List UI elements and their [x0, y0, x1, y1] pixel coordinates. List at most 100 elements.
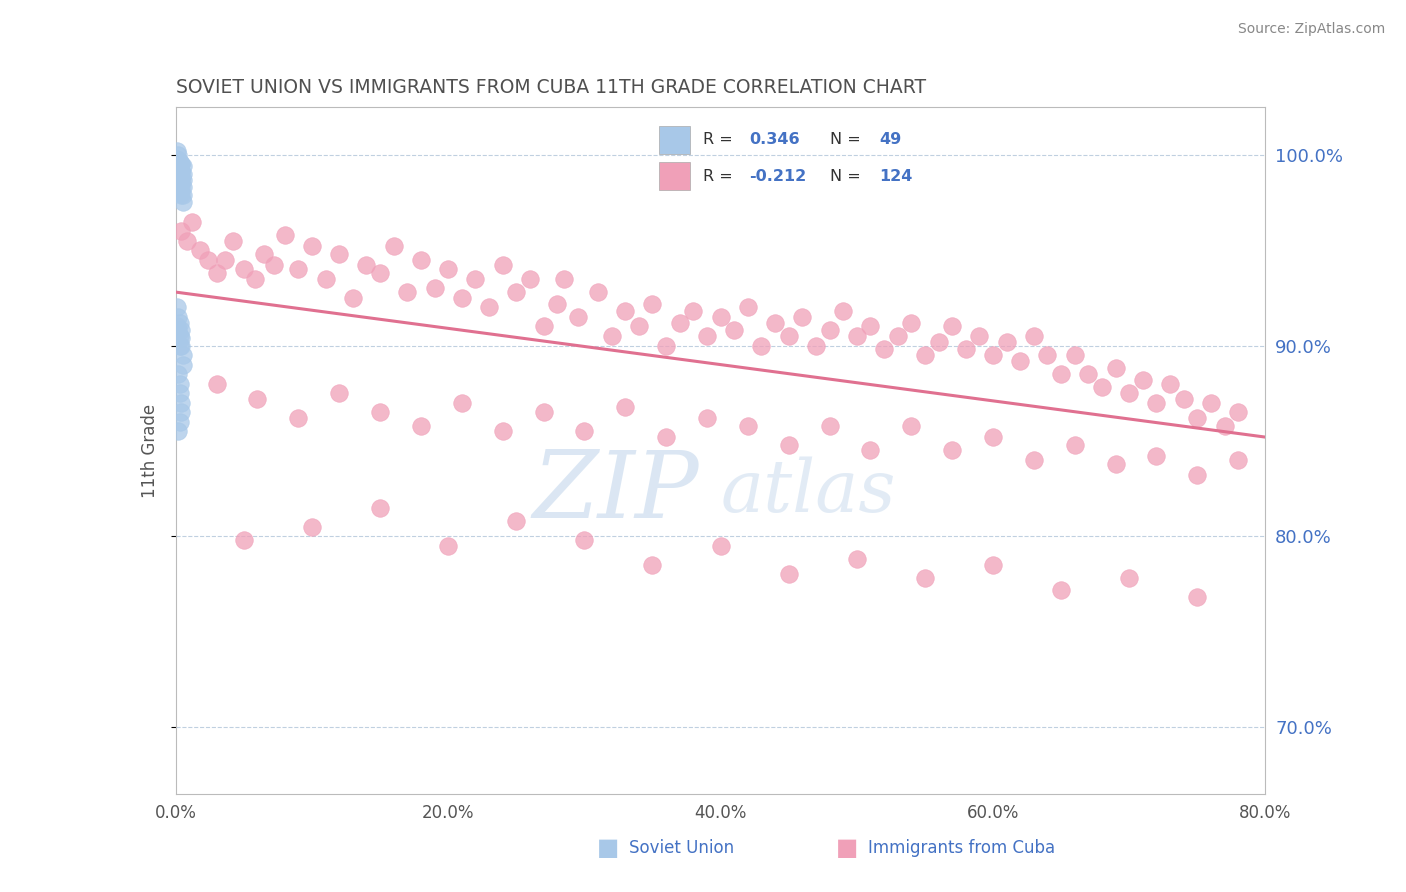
Point [818, 323, 841, 337]
Point [437, 539, 460, 553]
Point [533, 319, 555, 334]
Point [450, 396, 472, 410]
Point [914, 348, 936, 362]
Point [492, 259, 515, 273]
Point [1077, 367, 1099, 381]
Point [328, 247, 350, 261]
Point [710, 310, 733, 324]
Point [778, 567, 800, 582]
Point [641, 296, 664, 310]
Point [167, 169, 190, 183]
Point [437, 262, 460, 277]
Point [682, 304, 704, 318]
Point [533, 405, 555, 419]
Point [368, 266, 391, 280]
Point [166, 159, 188, 173]
Point [170, 405, 193, 419]
Point [1213, 418, 1236, 433]
Text: R =: R = [703, 169, 737, 184]
Point [170, 187, 193, 202]
Point [169, 170, 191, 185]
Point [778, 329, 800, 343]
Point [170, 172, 193, 186]
Point [169, 178, 191, 193]
Point [205, 266, 228, 280]
Text: 49: 49 [880, 132, 901, 147]
Point [167, 161, 190, 175]
Point [763, 316, 786, 330]
Point [170, 338, 193, 352]
Text: SOVIET UNION VS IMMIGRANTS FROM CUBA 11TH GRADE CORRELATION CHART: SOVIET UNION VS IMMIGRANTS FROM CUBA 11T… [176, 78, 927, 97]
Point [169, 415, 191, 429]
Point [172, 195, 194, 210]
Point [253, 247, 276, 261]
Point [981, 348, 1004, 362]
Point [287, 262, 309, 277]
Point [328, 386, 350, 401]
Point [167, 153, 190, 168]
Point [232, 262, 254, 277]
Point [246, 392, 269, 406]
Point [1227, 453, 1250, 467]
Point [170, 157, 193, 171]
Point [941, 319, 963, 334]
Point [627, 319, 650, 334]
Point [169, 329, 191, 343]
Point [1187, 468, 1209, 483]
Text: R =: R = [703, 132, 737, 147]
Point [169, 170, 191, 185]
Point [955, 343, 977, 357]
Point [188, 243, 211, 257]
Point [818, 418, 841, 433]
Point [169, 338, 191, 352]
Text: -0.212: -0.212 [749, 169, 807, 184]
Point [172, 167, 194, 181]
Point [172, 358, 194, 372]
Point [170, 180, 193, 194]
Point [492, 425, 515, 439]
Point [169, 163, 191, 178]
Point [172, 159, 194, 173]
Text: ■: ■ [837, 836, 858, 860]
Point [170, 331, 193, 345]
Point [170, 323, 193, 337]
Point [396, 285, 419, 299]
Point [804, 338, 827, 352]
Point [197, 252, 219, 267]
Point [574, 533, 596, 548]
Point [450, 291, 472, 305]
Text: Soviet Union: Soviet Union [630, 838, 734, 857]
Point [222, 234, 245, 248]
Point [478, 301, 501, 315]
Point [1050, 582, 1073, 597]
Point [243, 271, 266, 285]
Point [505, 514, 527, 528]
Point [169, 155, 191, 169]
Point [586, 285, 609, 299]
Point [1104, 361, 1126, 376]
Point [1022, 453, 1045, 467]
Point [368, 405, 391, 419]
Point [723, 323, 745, 337]
Point [315, 271, 337, 285]
Point [1227, 405, 1250, 419]
Point [172, 180, 194, 194]
Point [567, 310, 589, 324]
Point [859, 443, 882, 458]
Point [1173, 392, 1195, 406]
Point [981, 430, 1004, 444]
Point [409, 418, 432, 433]
Point [792, 310, 814, 324]
Point [655, 338, 678, 352]
Point [166, 144, 188, 158]
Text: Immigrants from Cuba: Immigrants from Cuba [868, 838, 1056, 857]
Point [356, 259, 378, 273]
Point [832, 304, 855, 318]
Point [409, 252, 432, 267]
Point [342, 291, 364, 305]
Point [546, 296, 568, 310]
Point [928, 334, 950, 349]
Text: N =: N = [830, 169, 866, 184]
Point [1050, 367, 1073, 381]
Text: Source: ZipAtlas.com: Source: ZipAtlas.com [1237, 22, 1385, 37]
